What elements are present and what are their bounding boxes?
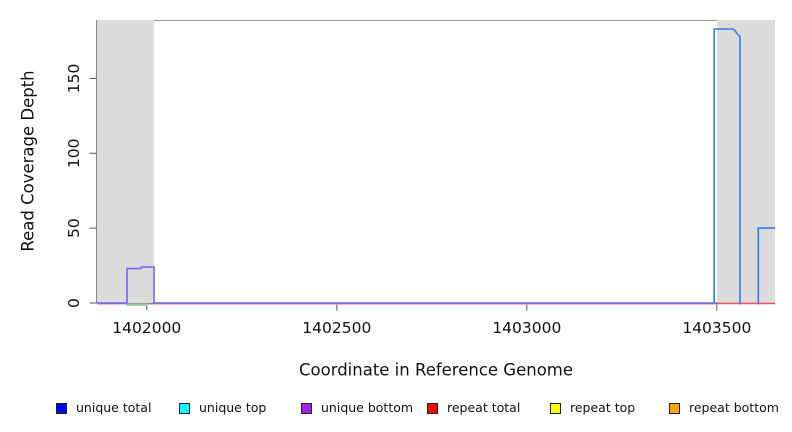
legend-swatch-icon — [301, 402, 312, 414]
legend-item-unique-top: unique top — [179, 401, 266, 415]
legend-item-repeat-top: repeat top — [550, 401, 635, 415]
legend-swatch-icon — [427, 402, 438, 414]
masked-region — [717, 20, 775, 303]
x-axis-title: Coordinate in Reference Genome — [298, 360, 574, 380]
legend-item-repeat-bottom: repeat bottom — [669, 401, 779, 415]
series-unique-top-tall-peak — [713, 28, 741, 305]
legend-item-repeat-total: repeat total — [427, 401, 520, 415]
legend-swatch-icon — [550, 402, 561, 414]
legend-label: repeat top — [570, 400, 636, 415]
series-unique-bottom-peak — [97, 266, 718, 304]
legend-label: repeat bottom — [689, 400, 779, 415]
legend: unique total unique top unique bottom repea… — [0, 401, 792, 419]
y-tick-label: 100 — [65, 138, 83, 168]
legend-item-unique-total: unique total — [56, 401, 151, 415]
x-tick-label: 1403500 — [682, 319, 751, 337]
legend-label: unique top — [199, 400, 267, 415]
legend-swatch-icon — [669, 402, 680, 414]
x-tick-label: 1402500 — [302, 319, 371, 337]
y-tick-label: 150 — [65, 64, 83, 94]
y-tick-label: 0 — [65, 298, 83, 308]
x-tick-label: 1402000 — [112, 319, 181, 337]
series-unique-top-right-step — [757, 227, 775, 305]
legend-label: repeat total — [447, 400, 521, 415]
x-tick-label: 1403000 — [492, 319, 561, 337]
legend-swatch-icon — [179, 402, 190, 414]
masked-region — [97, 20, 154, 303]
coverage-plot-canvas: 1402000 1402500 1403000 1403500 0 50 100 150 — [65, 20, 775, 337]
legend-label: unique bottom — [321, 400, 414, 415]
legend-label: unique total — [76, 400, 152, 415]
legend-item-unique-bottom: unique bottom — [301, 401, 413, 415]
y-tick-label: 50 — [65, 218, 83, 238]
y-axis-title: Read Coverage Depth — [18, 70, 38, 252]
legend-swatch-icon — [56, 402, 67, 414]
